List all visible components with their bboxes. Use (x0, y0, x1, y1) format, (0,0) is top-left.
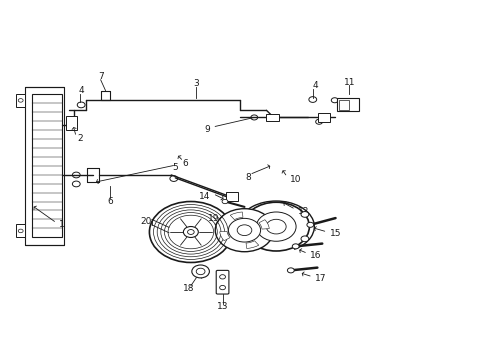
Text: 10: 10 (289, 175, 301, 184)
Text: 17: 17 (315, 274, 326, 283)
Circle shape (18, 99, 23, 102)
Text: 5: 5 (172, 163, 178, 172)
Text: 3: 3 (192, 79, 198, 88)
Text: 18: 18 (183, 284, 194, 293)
Bar (16, 94, 25, 107)
Text: 1: 1 (59, 220, 65, 229)
Text: 2: 2 (78, 134, 83, 143)
Text: 14: 14 (199, 192, 210, 201)
Circle shape (306, 222, 313, 227)
Circle shape (256, 212, 295, 241)
Circle shape (215, 209, 273, 252)
Text: 16: 16 (310, 251, 321, 260)
Circle shape (187, 230, 194, 234)
Circle shape (196, 268, 204, 275)
Bar (338, 100, 348, 110)
Circle shape (183, 226, 198, 238)
Circle shape (243, 202, 309, 251)
Bar (25, 87, 64, 244)
Text: 13: 13 (216, 302, 228, 311)
Circle shape (219, 285, 225, 290)
Text: 7: 7 (98, 72, 103, 81)
Text: 12: 12 (298, 207, 309, 216)
Text: 19: 19 (207, 214, 219, 223)
Text: 4: 4 (78, 86, 84, 95)
Circle shape (222, 199, 227, 204)
Circle shape (18, 229, 23, 233)
Wedge shape (230, 212, 243, 220)
Bar (336, 98, 358, 111)
Bar (32, 94, 61, 237)
Circle shape (270, 116, 274, 119)
Circle shape (287, 268, 294, 273)
FancyBboxPatch shape (216, 270, 228, 294)
Wedge shape (258, 220, 269, 229)
Text: 15: 15 (329, 229, 341, 238)
Text: 8: 8 (245, 173, 251, 182)
Circle shape (219, 275, 225, 279)
Circle shape (301, 236, 308, 242)
Circle shape (191, 265, 209, 278)
Circle shape (292, 244, 299, 249)
Bar (16, 225, 25, 237)
Text: 6: 6 (182, 159, 187, 168)
Bar (225, 192, 238, 201)
Circle shape (237, 225, 251, 235)
Bar (317, 113, 329, 122)
Text: 9: 9 (204, 125, 210, 134)
Circle shape (149, 202, 232, 262)
Text: 20: 20 (140, 217, 151, 226)
Circle shape (301, 212, 308, 217)
Circle shape (228, 219, 260, 242)
Text: 11: 11 (343, 78, 354, 87)
Circle shape (265, 219, 285, 234)
Bar (266, 114, 278, 121)
Bar (65, 116, 77, 130)
Text: 4: 4 (312, 81, 317, 90)
Wedge shape (245, 241, 258, 248)
Text: 6: 6 (107, 197, 113, 206)
Wedge shape (219, 231, 230, 241)
